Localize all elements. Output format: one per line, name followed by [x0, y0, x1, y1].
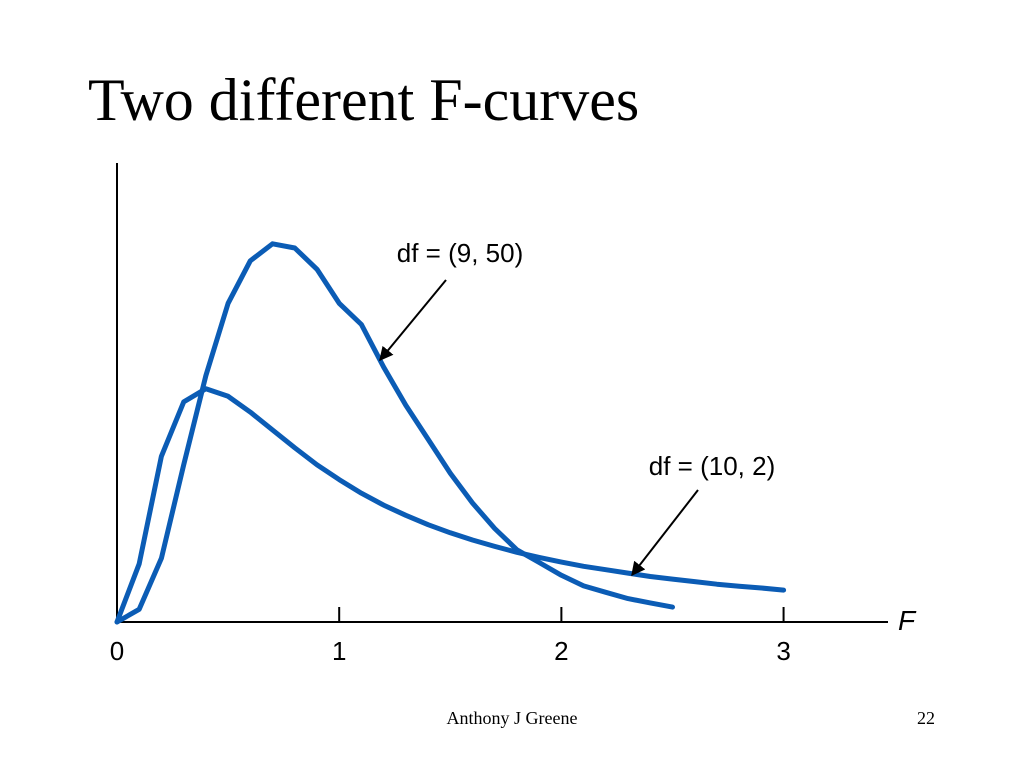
curve	[114, 386, 787, 625]
footer-author: Anthony J Greene	[447, 708, 578, 728]
curve	[114, 241, 675, 625]
slide-title: Two different F-curves	[88, 67, 639, 133]
x-tick-label: 2	[554, 636, 568, 666]
x-tick-label: 3	[776, 636, 790, 666]
series-label: df = (10, 2)	[649, 451, 775, 481]
series-label: df = (9, 50)	[397, 238, 523, 268]
x-tick-label: 1	[332, 636, 346, 666]
x-tick-label: 0	[110, 636, 124, 666]
label-arrow	[631, 489, 699, 577]
page-number: 22	[917, 708, 935, 728]
label-arrow	[379, 279, 447, 362]
x-axis-label: F	[898, 605, 917, 636]
